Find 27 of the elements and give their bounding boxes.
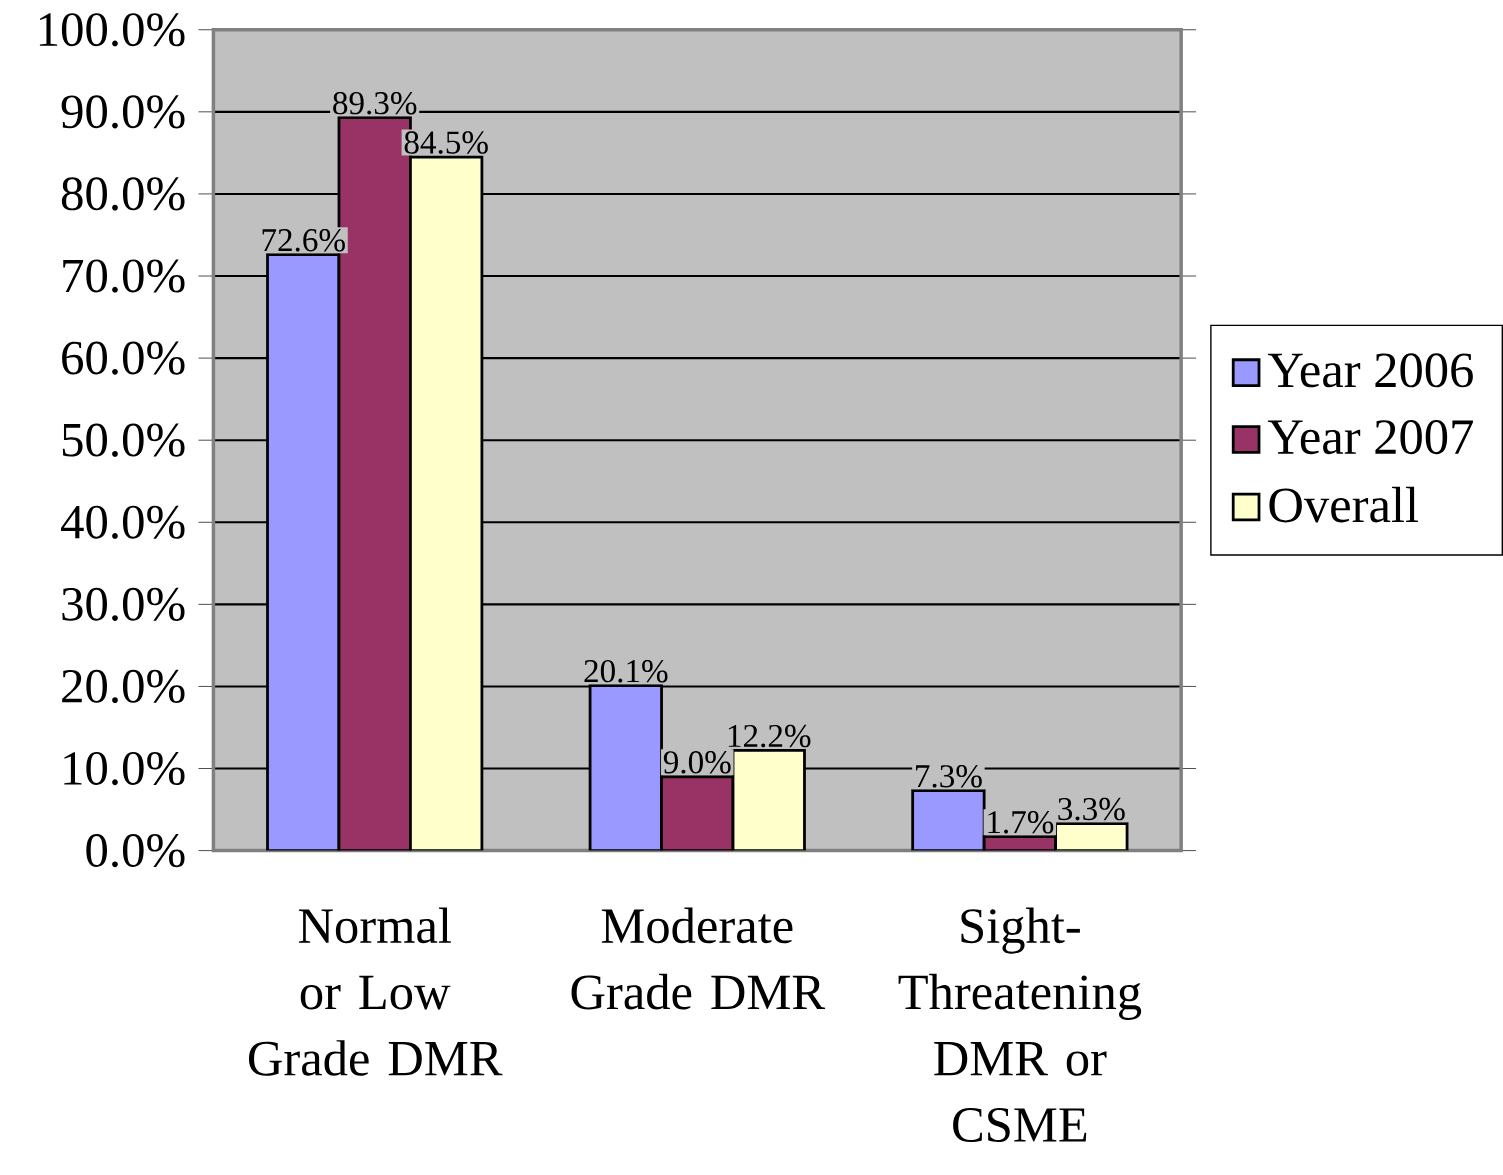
x-tick-label: Sight-Threatening DMR or CSME [898, 907, 1142, 1142]
bar [588, 684, 663, 851]
y-tick-label: 10.0% [64, 751, 185, 786]
y-tick-label: 20.0% [62, 669, 185, 703]
data-label: 89.3% [333, 91, 417, 115]
y-tick-label: 90.0% [61, 95, 185, 129]
data-label: 84.5% [404, 131, 488, 154]
data-label: 20.1% [584, 659, 668, 683]
data-label: 7.3% [916, 764, 982, 788]
y-tick-label: 0.0% [86, 833, 185, 868]
data-label: 12.2% [728, 724, 811, 748]
legend-label: Overall [1269, 486, 1419, 523]
x-tick-label: Moderate Grade DMR [571, 907, 826, 1010]
y-tick-label: 40.0% [60, 505, 185, 539]
y-tick-label: 50.0% [62, 423, 185, 457]
y-tick-label: 70.0% [63, 259, 185, 293]
data-label: 72.6% [262, 228, 345, 252]
legend-label: Year 2006 [1267, 353, 1473, 388]
y-tick-label: 30.0% [62, 587, 185, 621]
data-label: 9.0% [663, 751, 731, 774]
data-label: 3.3% [1058, 797, 1125, 821]
y-tick-label: 60.0% [62, 341, 185, 375]
data-label: 1.7% [988, 810, 1054, 834]
y-tick-label: 80.0% [61, 177, 185, 211]
x-tick-label: Normal or Low Grade DMR [248, 907, 503, 1076]
legend-label: Year 2007 [1267, 419, 1473, 455]
y-tick-label: 100.0% [39, 13, 185, 47]
